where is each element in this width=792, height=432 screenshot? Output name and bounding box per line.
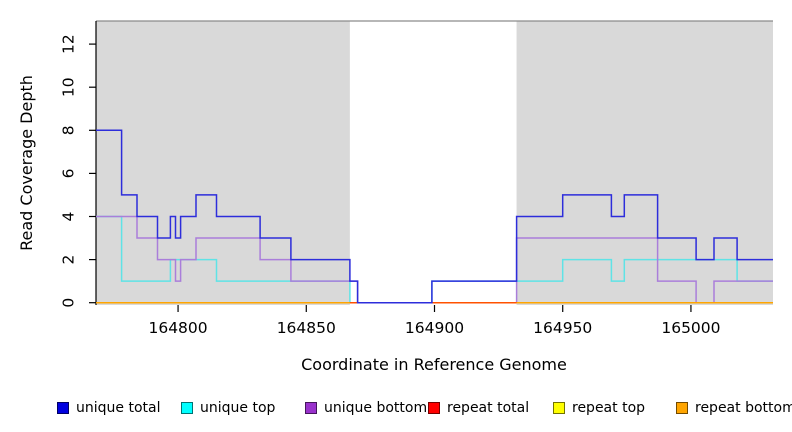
legend-swatch-unique-top — [181, 402, 193, 414]
x-tick-label: 164850 — [277, 319, 336, 337]
x-tick-label: 164900 — [405, 319, 464, 337]
x-tick-label: 165000 — [661, 319, 720, 337]
y-tick-label: 8 — [59, 125, 77, 135]
legend-item-unique-bottom: unique bottom — [305, 400, 427, 416]
y-tick-label: 0 — [59, 298, 77, 308]
legend-swatch-unique-bottom — [305, 402, 317, 414]
legend-label: repeat total — [447, 400, 530, 416]
legend-label: repeat bottom — [695, 400, 792, 416]
legend-label: unique bottom — [324, 400, 428, 416]
series-line-unique-total — [96, 129, 773, 304]
x-tick-label: 164950 — [533, 319, 592, 337]
series-line-unique-bottom — [96, 215, 773, 304]
gray-band — [96, 21, 350, 305]
legend-item-unique-total: unique total — [57, 400, 160, 416]
gray-band — [516, 21, 773, 305]
y-tick-label: 4 — [59, 212, 77, 222]
y-tick-label: 12 — [59, 34, 77, 54]
chart-layer: 0 2 4 6 8 10 12 164800 164850 164900 164950 165000 — [59, 20, 773, 337]
legend-item-repeat-top: repeat top — [553, 400, 645, 416]
legend-swatch-repeat-total — [428, 402, 440, 414]
y-tick-label: 2 — [59, 255, 77, 265]
x-tick-label: 164800 — [148, 319, 207, 337]
legend-label: repeat top — [572, 400, 646, 416]
legend-swatch-repeat-bottom — [676, 402, 688, 414]
x-axis-title: Coordinate in Reference Genome — [301, 355, 567, 374]
legend-label: unique top — [200, 400, 276, 416]
y-axis-title: Read Coverage Depth — [17, 75, 36, 251]
legend-item-repeat-total: repeat total — [428, 400, 529, 416]
legend-swatch-unique-total — [57, 402, 69, 414]
legend: unique total unique top unique bottom repea… — [0, 400, 792, 422]
legend-item-unique-top: unique top — [181, 400, 275, 416]
y-tick-label: 10 — [59, 77, 77, 97]
legend-item-repeat-bottom: repeat bottom — [676, 400, 792, 416]
legend-swatch-repeat-top — [553, 402, 565, 414]
legend-label: unique total — [76, 400, 161, 416]
y-tick-label: 6 — [59, 168, 77, 178]
